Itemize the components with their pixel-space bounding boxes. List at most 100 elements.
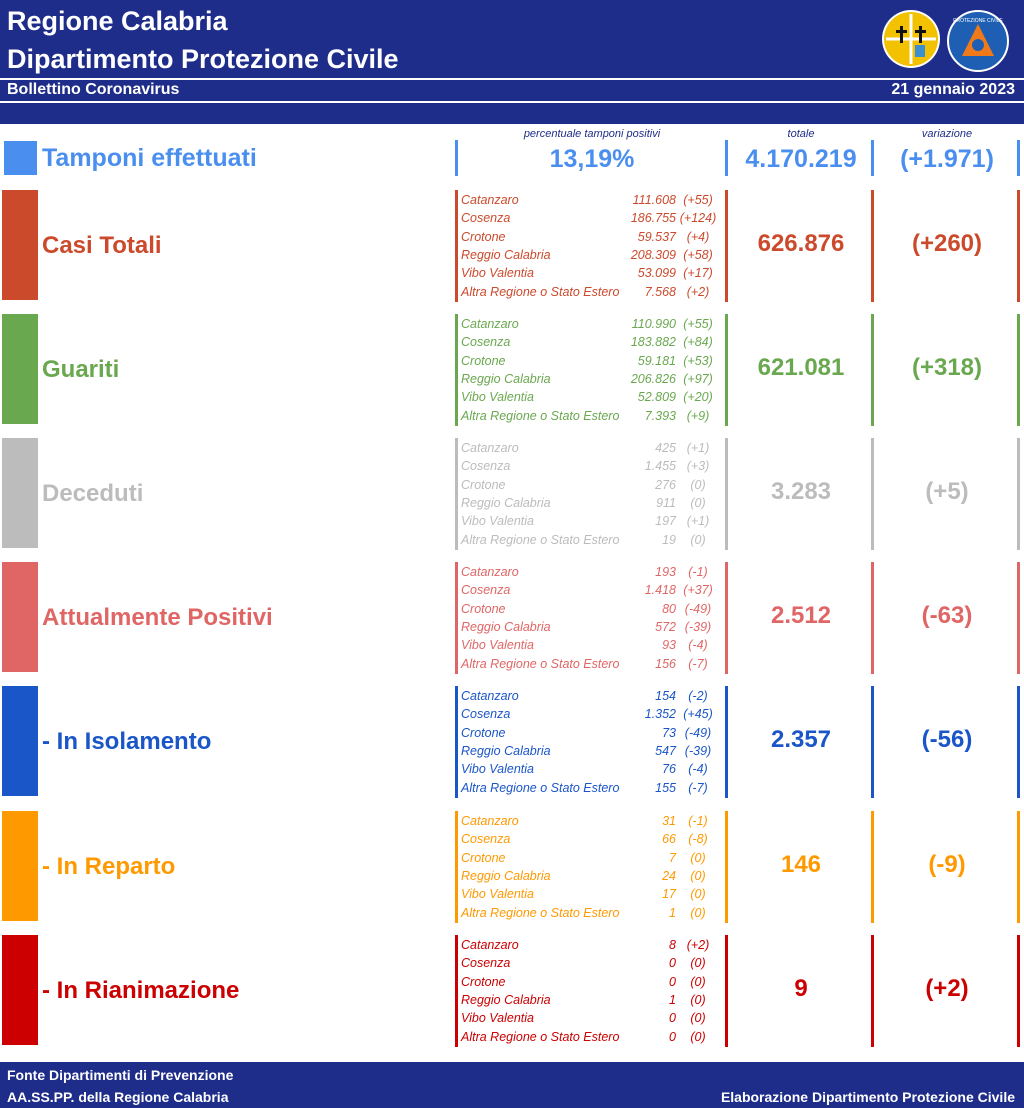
province-delta: (-39) [684, 619, 712, 634]
divider [871, 811, 874, 923]
section-in-rianimazione: - In Rianimazione Catanzaro 8 (+2) Cosenza 0 (… [0, 935, 1024, 1047]
divider [1017, 811, 1020, 923]
section-label: - In Rianimazione [42, 977, 240, 1004]
province-delta: (+1) [686, 441, 710, 455]
section-total: 626.876 [757, 230, 845, 257]
province-value: 76 [662, 762, 676, 777]
province-value: 1.352 [644, 707, 676, 722]
section-total: 146 [780, 851, 822, 878]
province-delta: (+1) [686, 514, 710, 529]
divider [1017, 686, 1020, 798]
divider [455, 190, 458, 302]
province-value: 66 [662, 832, 676, 847]
province-row: Vibo Valentia 53.099 (+17) [458, 266, 726, 284]
province-delta: (+4) [686, 229, 710, 244]
section-deceduti: Deceduti Catanzaro 425 (+1) Cosenza 1.455 (+3)… [0, 438, 1024, 550]
province-name: Reggio Calabria [461, 868, 551, 883]
province-value: 19 [662, 532, 676, 547]
title-department: Dipartimento Protezione Civile [7, 44, 399, 74]
section-label: - In Reparto [42, 853, 176, 880]
province-value: 1 [669, 992, 676, 1007]
province-name: Altra Regione o Stato Estero [461, 656, 620, 671]
section-variation: (-9) [928, 851, 966, 878]
province-row: Altra Regione o Stato Estero 19 (0) [458, 533, 726, 551]
divider [455, 562, 458, 674]
province-delta: (+9) [686, 408, 710, 423]
province-delta: (+55) [683, 193, 713, 207]
province-value: 1.455 [644, 459, 676, 474]
calabria-region-logo [882, 10, 940, 68]
province-row: Vibo Valentia 0 (0) [458, 1011, 726, 1029]
province-delta: (-2) [688, 689, 708, 703]
province-delta: (-49) [684, 725, 712, 740]
province-delta: (+17) [683, 266, 713, 281]
bulletin-date: 21 gennaio 2023 [891, 81, 1015, 98]
section-total: 9 [794, 975, 808, 1002]
tamponi-color-bar [4, 141, 37, 175]
province-name: Cosenza [461, 211, 511, 226]
province-row: Altra Regione o Stato Estero 7.393 (+9) [458, 409, 726, 427]
footer-credit: Elaborazione Dipartimento Protezione Civ… [720, 1089, 1015, 1105]
divider [725, 438, 728, 550]
section-variation: (+2) [925, 975, 969, 1002]
protezione-civile-logo-text: PROTEZIONE CIVILE [953, 18, 1003, 24]
province-delta: (+20) [683, 390, 713, 405]
province-row: Crotone 80 (-49) [458, 602, 726, 620]
province-name: Catanzaro [461, 938, 519, 952]
province-delta: (-7) [688, 780, 708, 795]
header-divider [0, 78, 1024, 80]
province-name: Crotone [461, 725, 506, 740]
section-variation: (+5) [925, 478, 969, 505]
province-row: Catanzaro 425 (+1) [458, 441, 726, 459]
divider [455, 686, 458, 798]
section-variation: (+260) [911, 230, 983, 257]
province-delta: (-4) [688, 638, 708, 653]
section-guariti: Guariti Catanzaro 110.990 (+55) Cosenza 183.8… [0, 314, 1024, 426]
province-delta: (0) [690, 850, 706, 865]
province-delta: (+124) [679, 211, 717, 226]
section-attualmente-positivi: Attualmente Positivi Catanzaro 193 (-1) Cose… [0, 562, 1024, 674]
province-delta: (0) [690, 992, 706, 1007]
divider [1017, 438, 1020, 550]
section-label: Guariti [42, 356, 120, 383]
tamponi-total: 4.170.219 [745, 145, 857, 173]
header-divider-bottom [0, 101, 1024, 103]
province-delta: (0) [690, 532, 706, 547]
province-row: Catanzaro 31 (-1) [458, 814, 726, 832]
province-delta: (-49) [684, 601, 712, 616]
footer-source-line2: AA.SS.PP. della Regione Calabria [7, 1089, 229, 1105]
province-row: Catanzaro 154 (-2) [458, 689, 726, 707]
province-name: Catanzaro [461, 193, 519, 207]
province-name: Reggio Calabria [461, 371, 551, 386]
province-delta: (0) [690, 868, 706, 883]
province-delta: (+45) [683, 707, 713, 722]
province-row: Altra Regione o Stato Estero 156 (-7) [458, 657, 726, 675]
province-name: Catanzaro [461, 317, 519, 331]
divider [871, 562, 874, 674]
province-value: 547 [655, 743, 676, 758]
section-total: 2.512 [770, 602, 832, 629]
province-value: 425 [655, 441, 676, 455]
province-row: Altra Regione o Stato Estero 1 (0) [458, 906, 726, 924]
province-value: 7.568 [644, 284, 676, 299]
section-variation: (-63) [921, 602, 973, 629]
divider [725, 811, 728, 923]
province-row: Reggio Calabria 24 (0) [458, 869, 726, 887]
province-value: 276 [655, 477, 676, 492]
province-value: 0 [669, 974, 676, 989]
province-value: 7.393 [644, 408, 676, 423]
divider [871, 190, 874, 302]
province-row: Vibo Valentia 52.809 (+20) [458, 390, 726, 408]
divider [871, 140, 874, 176]
section-color-bar [2, 686, 38, 796]
province-row: Crotone 59.181 (+53) [458, 354, 726, 372]
province-delta: (0) [690, 956, 706, 971]
province-name: Crotone [461, 601, 506, 616]
province-delta: (-4) [688, 762, 708, 777]
province-delta: (0) [690, 887, 706, 902]
province-value: 93 [662, 638, 676, 653]
province-delta: (0) [690, 1029, 706, 1044]
divider [455, 314, 458, 426]
province-delta: (+53) [683, 353, 713, 368]
province-delta: (+2) [686, 284, 710, 299]
